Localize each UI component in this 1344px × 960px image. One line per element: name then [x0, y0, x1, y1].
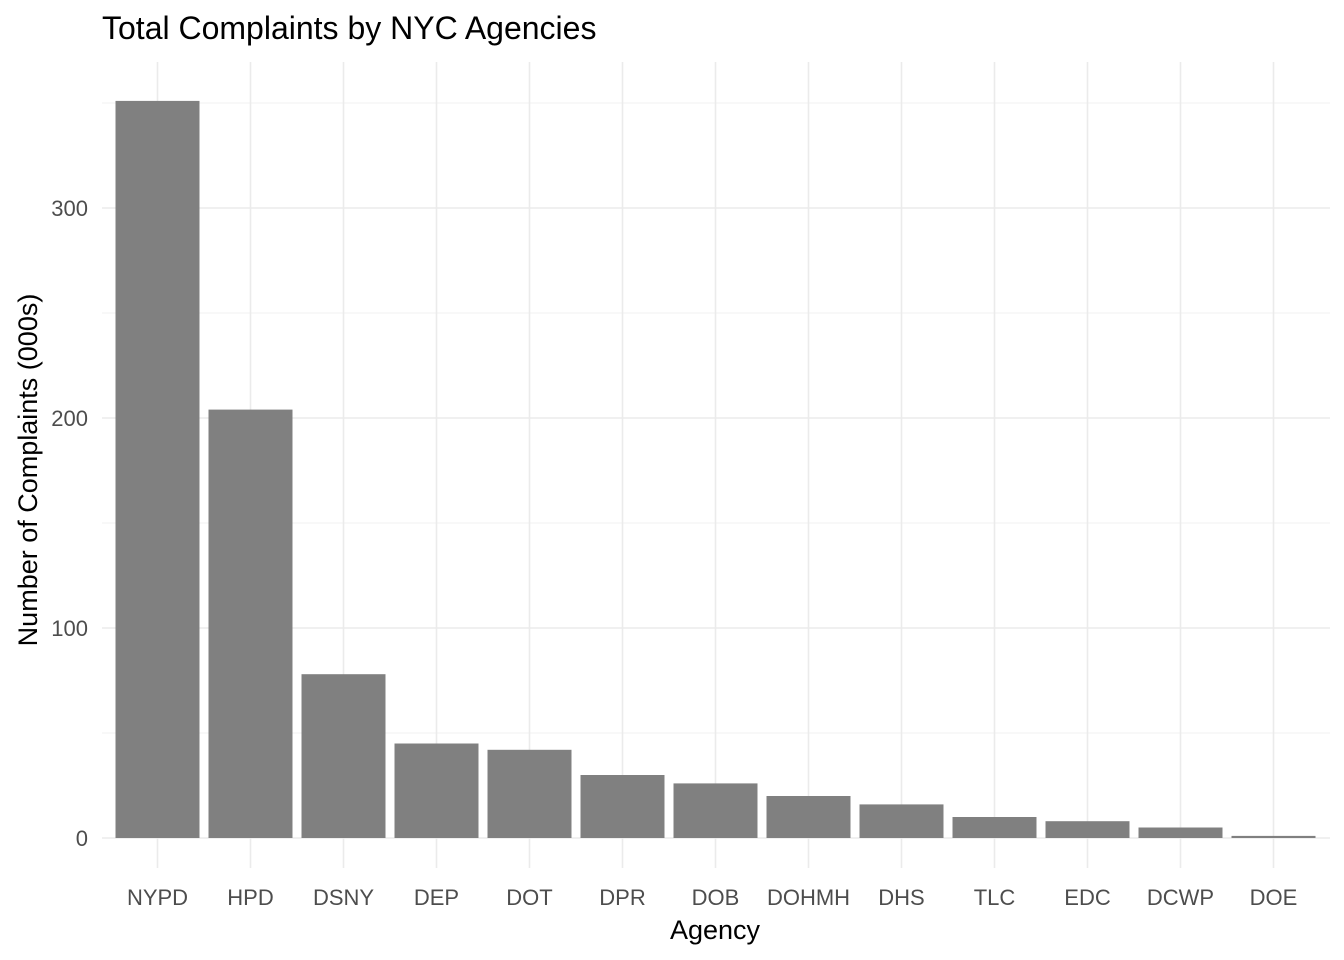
y-tick-label: 300	[51, 196, 88, 221]
x-tick-label-dpr: DPR	[599, 885, 645, 910]
y-tick-label: 200	[51, 406, 88, 431]
chart-title: Total Complaints by NYC Agencies	[102, 10, 597, 46]
x-tick-label-dcwp: DCWP	[1147, 885, 1214, 910]
x-tick-label-doe: DOE	[1250, 885, 1298, 910]
bars	[115, 100, 1316, 838]
bar-dot	[487, 749, 572, 838]
y-tick-label: 0	[76, 826, 88, 851]
x-tick-label-hpd: HPD	[227, 885, 273, 910]
x-tick-label-dohmh: DOHMH	[767, 885, 850, 910]
x-tick-label-dhs: DHS	[878, 885, 924, 910]
y-axis-tick-labels: 0 100 200 300	[51, 196, 88, 851]
bar-dpr	[580, 775, 665, 838]
bar-dhs	[859, 804, 944, 838]
bar-edc	[1045, 821, 1130, 838]
x-tick-label-dob: DOB	[692, 885, 740, 910]
x-axis-tick-labels: NYPD HPD DSNY DEP DOT DPR DOB DOHMH DHS TLC EDC DCW…	[127, 885, 1297, 910]
x-tick-label-dot: DOT	[506, 885, 552, 910]
bar-dsny	[301, 674, 386, 838]
x-tick-label-edc: EDC	[1064, 885, 1111, 910]
bar-dep	[394, 743, 479, 838]
bar-dcwp	[1138, 827, 1223, 838]
bar-dohmh	[766, 796, 851, 838]
bar-doe	[1231, 835, 1316, 838]
bar-hpd	[208, 409, 293, 838]
bar-dob	[673, 783, 758, 838]
x-axis-title: Agency	[670, 915, 761, 945]
bar-tlc	[952, 817, 1037, 838]
x-tick-label-dep: DEP	[414, 885, 459, 910]
bar-nypd	[115, 100, 200, 838]
y-axis-title: Number of Complaints (000s)	[13, 294, 43, 647]
x-tick-label-nypd: NYPD	[127, 885, 188, 910]
x-tick-label-dsny: DSNY	[313, 885, 374, 910]
x-tick-label-tlc: TLC	[974, 885, 1016, 910]
y-tick-label: 100	[51, 616, 88, 641]
